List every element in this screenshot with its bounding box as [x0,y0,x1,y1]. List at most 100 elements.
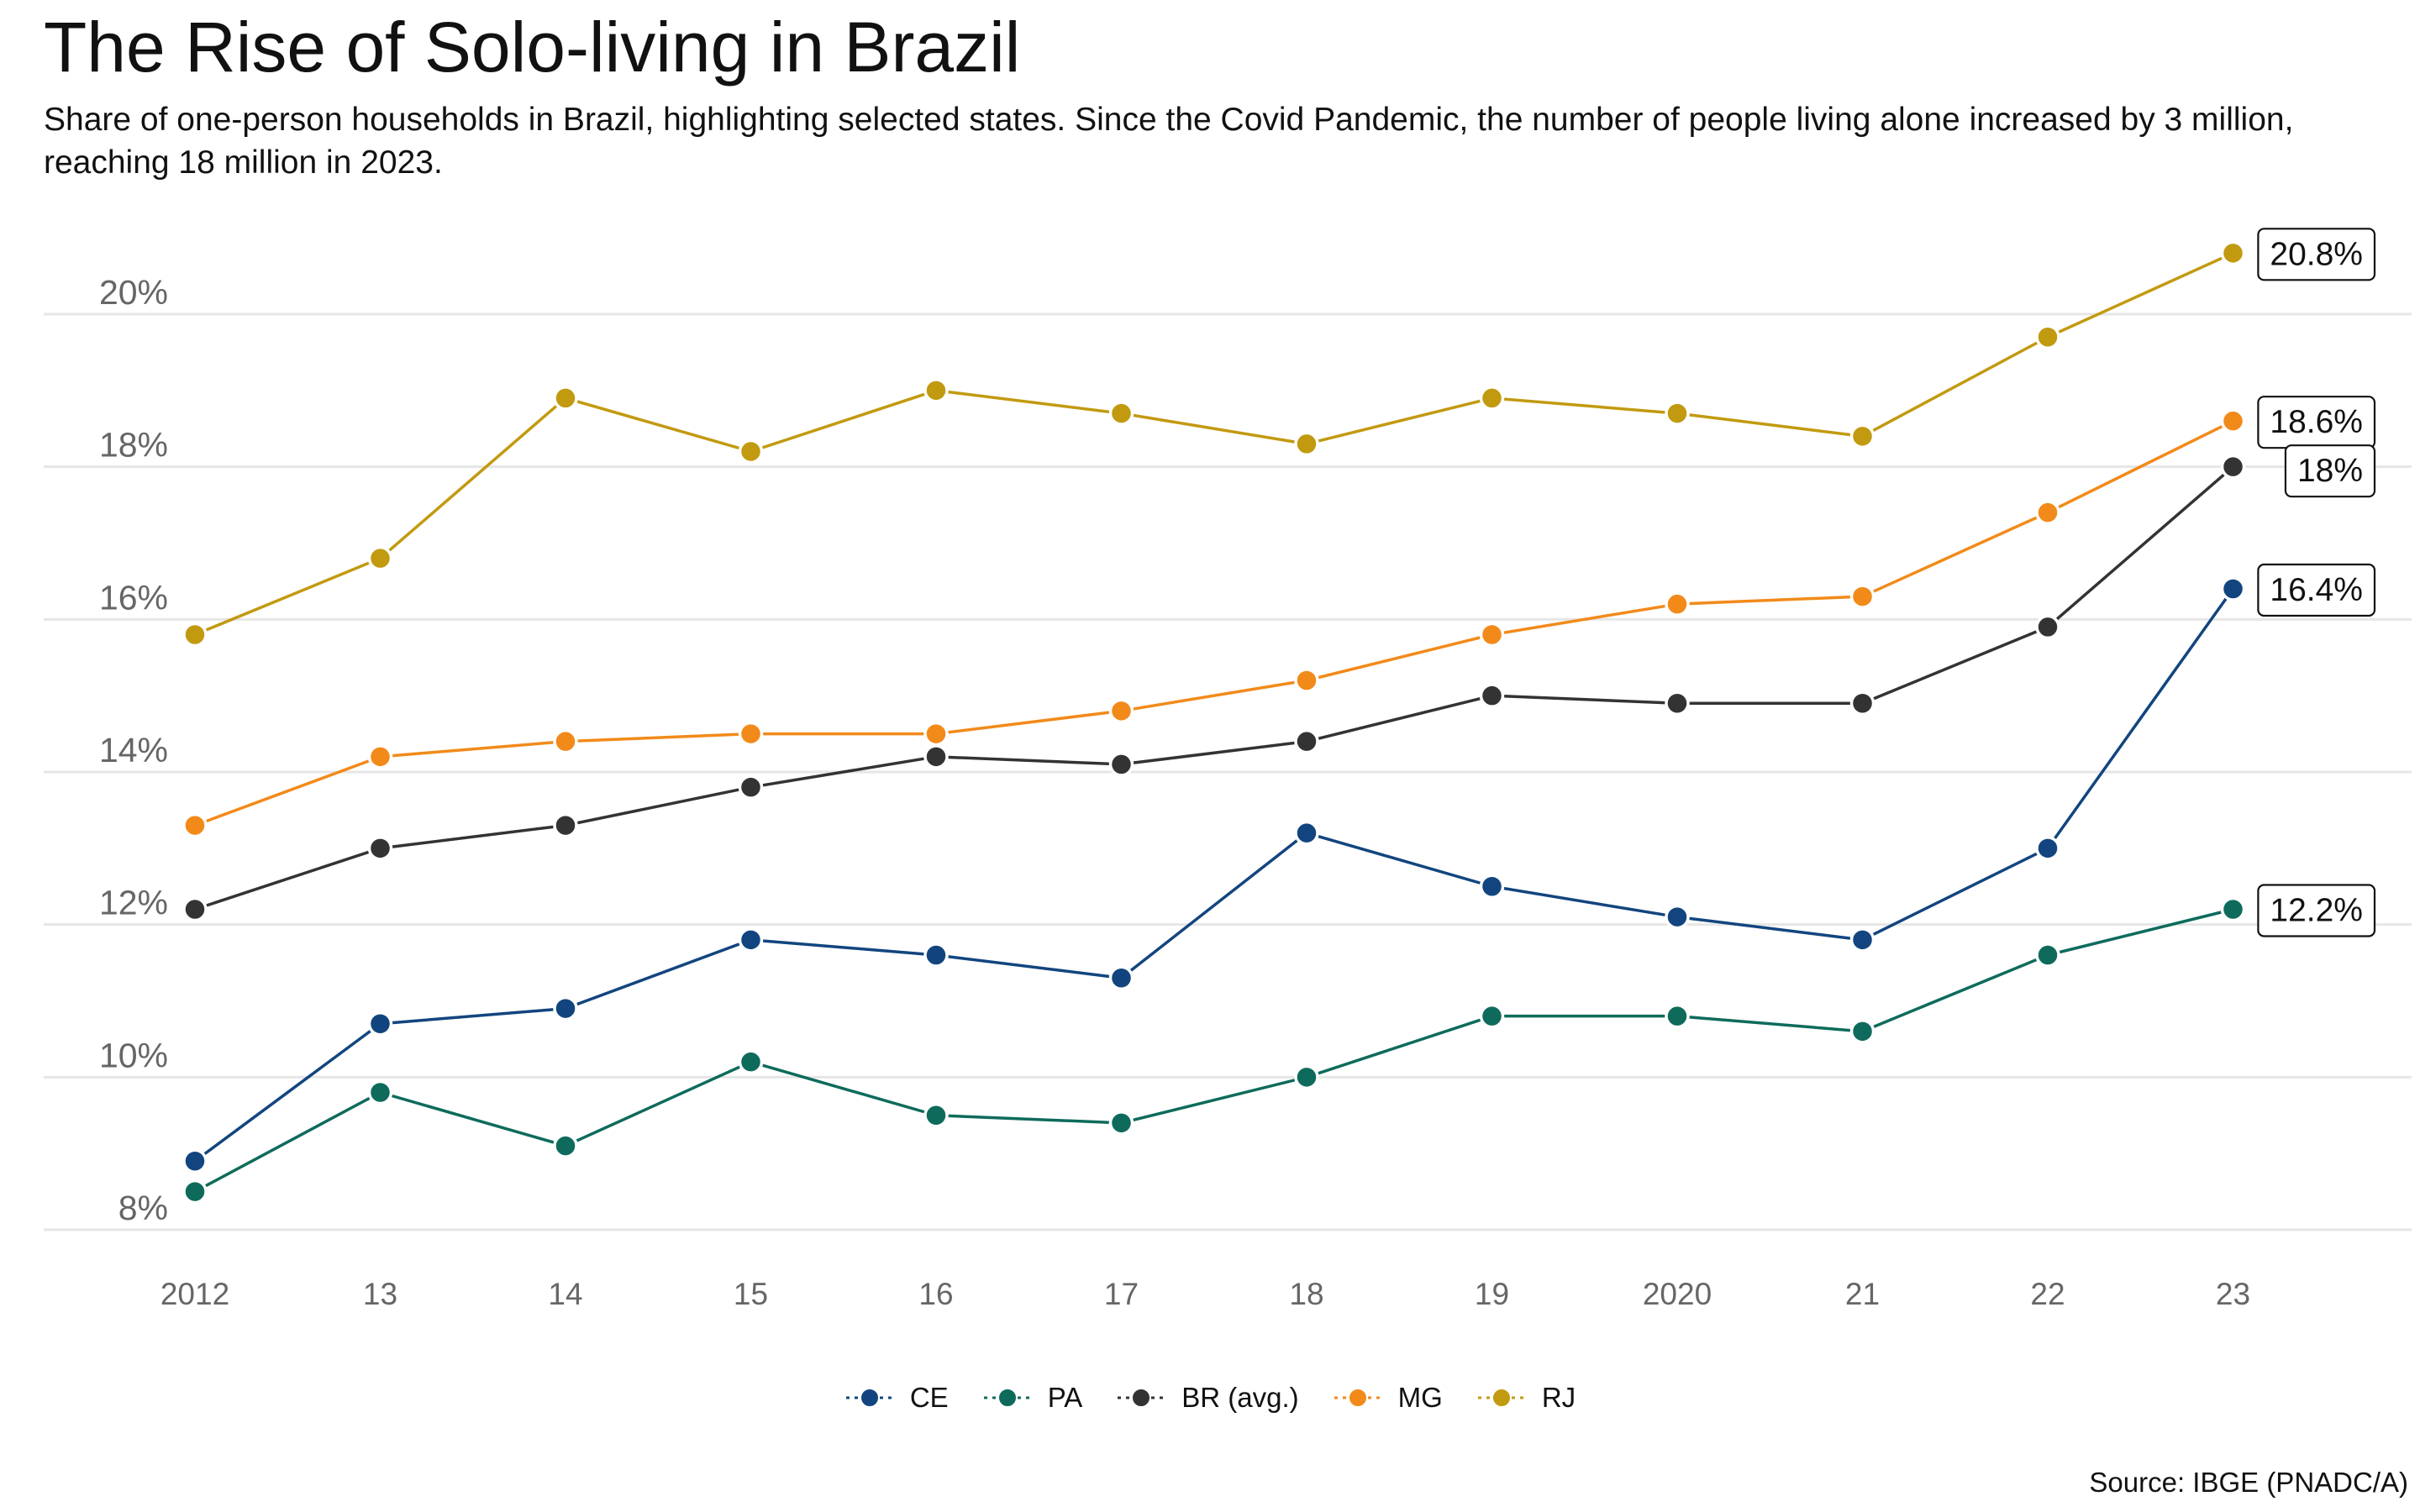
legend-key-icon [1334,1388,1381,1408]
source-note: Source: IBGE (PNADC/A) [2089,1467,2408,1498]
data-point [2035,500,2060,525]
legend-label: RJ [1541,1382,1576,1413]
data-point [1479,1003,1505,1029]
data-point [1479,386,1505,411]
data-point [1294,728,1319,754]
legend-key-icon [1477,1388,1525,1408]
end-label-text: 16.4% [2270,572,2363,608]
data-point [182,896,208,922]
x-tick-label: 2020 [1643,1277,1712,1311]
legend-label: PA [1047,1382,1083,1413]
data-point [553,812,578,838]
data-point [1108,1110,1134,1136]
series-lines [193,251,2234,1194]
data-point [923,744,949,769]
x-axis-ticks: 2012 13 14 15 16 17 18 19 2020 21 22 23 [160,1277,2250,1311]
x-tick-label: 13 [363,1277,397,1311]
end-label-text: 18.6% [2270,404,2363,440]
gridlines [44,312,2412,1231]
data-point [1294,1064,1319,1090]
legend-label: CE [909,1382,949,1413]
data-point [738,721,764,747]
data-point [182,1148,208,1173]
data-point [553,995,578,1021]
data-point [738,927,764,953]
data-point [1849,584,1876,609]
data-point [738,774,764,800]
legend-key-icon [983,1388,1031,1408]
data-point [1849,690,1876,716]
series-line [194,465,2234,911]
data-point [1108,698,1134,724]
end-label: 16.4% [2257,563,2376,617]
x-tick-label: 18 [1289,1277,1323,1311]
data-point [1849,1019,1876,1044]
data-point [738,1049,764,1074]
legend-key-icon [845,1388,893,1408]
legend-item: RJ [1476,1382,1576,1414]
end-label: 20.8% [2257,228,2376,281]
data-point [1479,683,1505,708]
y-tick-label: 8% [118,1189,168,1227]
series-line [194,419,2234,827]
x-tick-label: 2012 [160,1277,229,1311]
data-point [2220,896,2246,922]
series-line [194,907,2233,1194]
data-point [553,1133,578,1158]
line-chart: 8%10%12%14%16%18%20% 2012 13 14 15 16 17 18 19 2… [44,228,2412,1311]
data-point [2220,454,2246,480]
data-point [1108,752,1134,777]
data-point [1665,690,1690,716]
legend-label: BR (avg.) [1181,1382,1299,1413]
data-point [367,1011,393,1037]
data-point [2035,942,2060,968]
data-point [923,721,949,747]
x-tick-label: 23 [2216,1277,2250,1311]
end-label-text: 12.2% [2270,893,2363,929]
y-tick-label: 12% [99,884,168,922]
end-label: 18.6% [2257,396,2376,449]
data-point [367,1079,393,1105]
data-point [2035,836,2060,861]
data-point [2220,576,2246,601]
data-point [1479,874,1505,899]
data-point [182,1179,208,1205]
data-point [923,1103,949,1128]
y-tick-label: 18% [99,426,168,465]
data-point [2035,614,2060,640]
x-tick-label: 17 [1104,1277,1139,1311]
end-label: 18% [2284,444,2376,498]
end-label: 12.2% [2257,884,2376,937]
legend-item: MG [1333,1382,1443,1414]
y-tick-label: 16% [99,578,168,617]
y-tick-label: 14% [99,731,168,769]
data-point [182,622,208,648]
data-point [1108,401,1134,426]
data-point [367,836,393,861]
data-point [1665,904,1690,930]
data-point [2220,240,2246,266]
data-point [367,545,393,571]
y-axis-ticks: 8% 10% 12% 14% 16% 18% 20% [99,273,168,1227]
legend-key-icon [1118,1388,1165,1408]
data-point [2220,408,2246,433]
series-line [194,251,2234,637]
data-point [1294,820,1319,846]
data-point [1849,423,1876,449]
y-tick-label: 10% [99,1036,168,1074]
data-point [1849,927,1876,953]
end-label-text: 20.8% [2270,236,2363,272]
end-label-text: 18% [2297,453,2363,489]
legend-item: BR (avg.) [1116,1382,1299,1414]
legend-item: CE [844,1382,949,1414]
legend-label: MG [1397,1382,1443,1413]
data-point [2035,324,2060,349]
data-point [1294,668,1319,693]
chart-title: The Rise of Solo-living in Brazil [44,8,1021,87]
legend: CE PA BR (avg.) MG RJ [0,1382,2420,1414]
y-tick-label: 20% [99,273,168,312]
data-point [1665,591,1690,617]
x-tick-label: 22 [2030,1277,2065,1311]
x-tick-label: 14 [548,1277,582,1311]
data-point [1665,401,1690,426]
